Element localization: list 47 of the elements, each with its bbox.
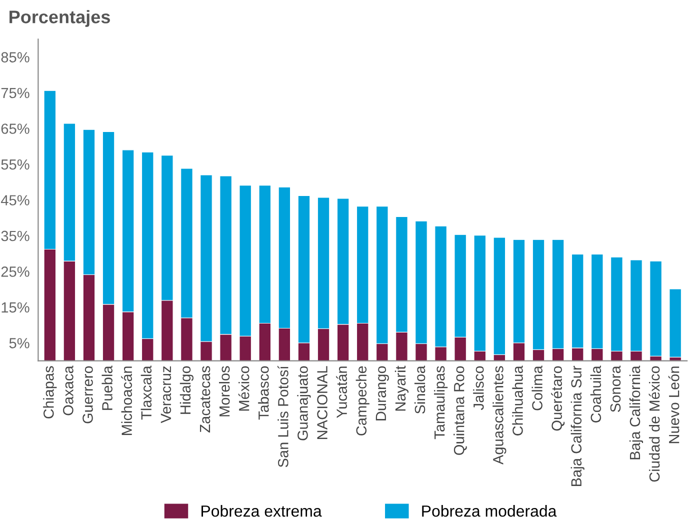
x-tick-label: Sinaloa (414, 366, 426, 414)
y-tick-label: 85% (1, 52, 30, 62)
x-tick-label: Tamaulipas (434, 366, 448, 440)
y-tick-label: 75% (1, 88, 30, 98)
y-tick-label: 35% (1, 230, 30, 242)
y-tick-label: 65% (1, 124, 30, 134)
x-tick-label: Baja California Sur (570, 366, 584, 486)
x-tick-label: Chiapas (43, 366, 57, 418)
x-tick-label: Querétaro (551, 366, 565, 431)
x-tick-label: Coahuila (590, 366, 602, 422)
x-tick-label: San Luis Potosí (277, 366, 288, 468)
x-tick-label: Yucatán (336, 366, 347, 418)
x-tick-label: Puebla (102, 366, 112, 410)
x-tick-label: Oaxaca (63, 366, 74, 416)
y-tick-label: 25% (1, 266, 30, 277)
x-tick-label: Sonora (610, 366, 621, 412)
y-tick-label: 15% (2, 302, 30, 313)
bar (650, 260, 662, 356)
x-tick-label: Baja California (629, 366, 644, 460)
x-tick-label: Guerrero (82, 366, 93, 424)
x-tick-label: Quintana Roo (454, 366, 467, 455)
y-tick-label: 45% (0, 195, 30, 206)
x-tick-label: Aguascalientes (492, 366, 506, 465)
x-tick-label: Guanajuato (297, 366, 311, 440)
x-tick-label: Zacatecas (200, 366, 210, 432)
x-tick-label: Ciudad de México (648, 366, 660, 482)
y-tick-label: 5% (9, 338, 30, 348)
x-tick-label: Hidalgo (180, 366, 194, 414)
x-tick-label: Michoacán (121, 366, 132, 435)
x-tick-label: NACIONAL (317, 366, 328, 439)
x-tick-label: Durango (376, 366, 389, 420)
x-tick-label: Nayarit (394, 366, 408, 411)
x-tick-label: México (238, 366, 250, 411)
legend-label: Pobreza moderada (422, 505, 557, 517)
x-tick-label: Colima (532, 366, 542, 410)
x-tick-label: Nuevo León (668, 366, 680, 444)
legend-label: Pobreza extrema (202, 505, 322, 517)
bar (669, 288, 682, 358)
chart-title: Porcentajes (10, 10, 110, 27)
x-tick-label: Tabasco (258, 366, 269, 420)
x-tick-label: Chihuahua (512, 366, 523, 436)
x-tick-label: Jalisco (473, 366, 484, 410)
x-tick-label: Veracruz (160, 366, 172, 424)
x-tick-label: Tlaxcala (140, 366, 152, 420)
y-tick-label: 55% (1, 159, 30, 170)
x-tick-label: Morelos (219, 366, 230, 416)
x-tick-label: Campeche (356, 366, 370, 436)
